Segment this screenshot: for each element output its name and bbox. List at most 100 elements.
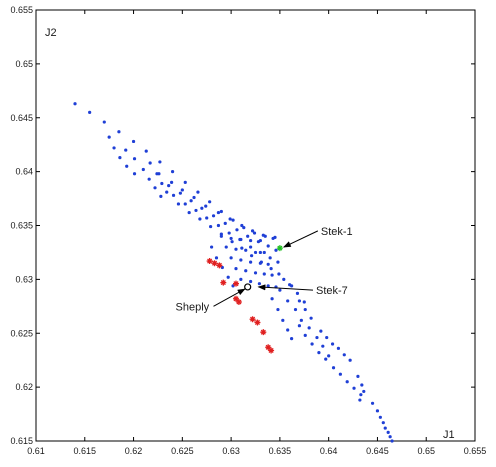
data-point-blue [198,217,202,221]
data-point-blue [124,148,128,152]
plot-area [35,9,476,442]
data-point-red-star [206,258,213,265]
data-point-blue [378,415,382,419]
data-point-blue [102,120,106,124]
data-point-blue [303,333,307,338]
data-point-blue [117,130,121,134]
data-point-blue [282,277,286,281]
data-point-blue [319,329,323,333]
data-point-green-star [276,245,283,252]
data-point-blue [183,180,187,184]
data-point-blue [278,288,282,292]
data-point-blue [359,393,363,397]
data-point-blue [73,102,77,106]
data-point-blue [253,250,258,255]
data-point-blue [205,216,209,220]
data-point-blue [261,233,265,237]
data-point-blue [352,386,356,390]
data-point-blue [178,191,182,195]
data-point-blue [229,256,233,260]
data-point-blue [239,237,243,242]
data-point-blue [223,221,227,225]
x-axis-label: J1 [443,429,455,441]
data-point-blue [239,277,243,281]
data-point-blue [147,177,151,181]
data-point-blue [266,262,270,266]
data-point-blue [196,190,200,194]
data-point-blue [125,164,129,168]
data-point-blue [148,161,152,165]
data-point-blue [258,261,262,265]
data-point-blue [327,354,331,358]
data-point-red-star [220,279,227,286]
data-point-blue [252,231,257,235]
data-point-blue [295,291,300,295]
data-point-blue [209,224,213,229]
data-point-blue [277,272,281,276]
data-point-blue [309,316,313,320]
data-point-red-star [254,319,261,326]
data-point-blue [258,250,262,255]
x-tick-label: 0.62 [125,446,143,456]
data-point-blue [144,149,148,153]
data-point-blue [159,194,163,199]
data-point-blue [244,269,248,273]
data-point-blue [112,146,116,150]
data-point-blue [227,231,231,235]
data-point-blue [216,210,221,215]
data-point-blue [345,380,349,384]
data-point-blue [324,357,328,361]
data-point-blue [229,236,233,241]
data-point-blue [289,284,294,288]
data-point-blue [297,324,301,328]
data-point-blue [276,307,280,312]
data-point-blue [194,208,198,213]
data-point-blue [249,245,253,249]
data-point-blue [141,167,145,172]
y-tick-label: 0.625 [10,328,33,338]
data-point-red-star [232,295,239,302]
data-point-blue [204,204,208,208]
data-point-blue [224,245,228,249]
data-point-blue [189,199,193,203]
data-point-blue [321,344,325,348]
data-point-blue [240,246,244,250]
data-point-blue [325,335,329,340]
data-point-blue [234,247,238,251]
annotation-label: Sheply [176,301,210,313]
data-point-red-star [235,299,242,306]
data-point-blue [274,248,278,252]
data-point-blue [231,218,235,222]
data-point-blue [342,353,346,357]
data-point-red-star [249,316,256,323]
data-point-blue [383,426,387,430]
data-point-blue [249,254,254,258]
annotation-arrow [257,284,314,291]
data-point-red-star [216,262,223,269]
x-tick-label: 0.61 [27,446,45,456]
axis-ticks: 0.61 0.615 0.62 0.625 0.63 0.635 0.64 0.645 0.65… [10,5,486,456]
data-point-blue [228,217,232,221]
data-point-blue [310,342,314,346]
data-point-blue [356,374,360,378]
data-point-blue [348,358,352,362]
data-point-blue [299,318,303,322]
data-point-blue [331,366,336,370]
data-point-blue [249,260,253,264]
data-point-blue [258,238,262,243]
y-tick-label: 0.65 [15,59,33,69]
data-point-blue [302,300,306,304]
data-point-blue [249,279,253,284]
data-point-blue [276,260,280,264]
data-point-blue [200,206,204,210]
data-point-blue [132,157,137,161]
y-tick-label: 0.63 [15,274,33,284]
data-point-blue [358,398,362,402]
data-point-blue [235,228,239,232]
data-point-blue [315,335,319,340]
data-point-blue [370,401,375,405]
data-point-blue [210,245,214,249]
annotation-arrow [213,288,246,307]
data-point-red-star [232,280,239,287]
data-point-blue [336,346,341,350]
